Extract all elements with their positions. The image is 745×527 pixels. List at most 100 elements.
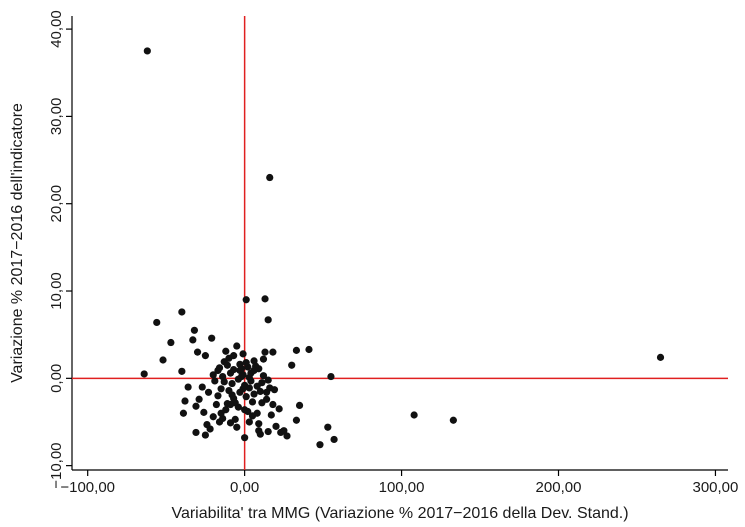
y-tick-label: 10,00 (48, 272, 65, 310)
data-point (250, 390, 258, 398)
ticks: −100,00 0,00 100,00 200,00 300,00 −10,00 0,00 1… (48, 10, 738, 496)
data-point (215, 364, 224, 372)
data-point (275, 405, 283, 413)
data-point (212, 400, 220, 409)
x-tick-label: −100,00 (60, 479, 115, 496)
data-point (269, 400, 277, 409)
data-point (245, 418, 253, 426)
data-point (178, 308, 186, 316)
x-tick-label: 100,00 (379, 479, 425, 496)
reference-lines (72, 16, 728, 470)
data-point (209, 413, 217, 421)
data-point (253, 409, 261, 417)
data-point (288, 361, 296, 369)
data-point (153, 318, 161, 327)
data-point (167, 338, 175, 347)
data-point (198, 383, 206, 391)
data-point (241, 381, 249, 389)
data-point (280, 427, 288, 435)
data-point (264, 427, 272, 436)
data-point (219, 372, 227, 381)
data-point (283, 432, 291, 440)
data-point (214, 392, 222, 400)
data-point (233, 342, 241, 350)
data-point (233, 423, 241, 431)
data-point (449, 416, 457, 424)
x-axis-title: Variabilita' tra MMG (Variazione % 2017−… (171, 505, 628, 522)
y-tick-label: 30,00 (48, 98, 65, 136)
data-point (215, 418, 224, 426)
data-point (264, 316, 272, 324)
data-point (656, 353, 665, 361)
data-point (242, 359, 250, 367)
data-point (242, 296, 250, 304)
data-point (266, 384, 274, 392)
data-point (204, 388, 213, 396)
data-point (248, 398, 257, 406)
y-tick-label: 20,00 (48, 185, 65, 223)
data-point (159, 356, 167, 364)
data-point (217, 409, 225, 417)
data-point (225, 386, 233, 395)
data-point (305, 345, 313, 354)
y-tick-label: 0,00 (48, 364, 65, 393)
data-point (211, 377, 219, 385)
data-point (266, 173, 274, 182)
data-point (264, 376, 272, 384)
data-point (250, 366, 258, 375)
data-point (295, 401, 304, 409)
data-point (410, 411, 418, 419)
data-point (230, 352, 238, 360)
data-point (190, 326, 199, 334)
data-points (140, 47, 665, 449)
data-point (200, 408, 208, 416)
data-point (209, 371, 217, 379)
data-point (292, 346, 301, 354)
data-point (203, 421, 211, 429)
data-point (181, 397, 189, 405)
data-point (236, 388, 244, 396)
data-point (259, 355, 268, 363)
data-point (237, 365, 246, 373)
data-point (201, 431, 209, 439)
data-point (193, 348, 202, 356)
data-point (272, 422, 280, 430)
y-axis-title: Variazione % 2017−2016 dell'indicatore (9, 103, 26, 383)
data-point (327, 372, 335, 381)
axes (71, 16, 728, 471)
data-point (192, 428, 200, 437)
data-point (179, 409, 188, 417)
data-point (217, 385, 225, 393)
data-point (330, 435, 338, 444)
data-point (231, 415, 239, 423)
data-point (316, 441, 324, 449)
data-point (192, 402, 200, 410)
data-point (258, 379, 266, 387)
data-point (208, 334, 216, 342)
data-point (234, 375, 242, 383)
data-point (228, 379, 236, 388)
data-point (140, 370, 148, 378)
data-point (195, 395, 203, 403)
data-point (143, 47, 151, 55)
data-point (178, 367, 186, 375)
x-tick-label: 0,00 (230, 479, 259, 496)
data-point (184, 383, 192, 391)
data-point (226, 400, 235, 409)
data-point (261, 348, 269, 356)
y-tick-label: −10,00 (48, 442, 65, 488)
data-point (201, 352, 209, 360)
y-tick-label: 40,00 (48, 10, 65, 48)
data-point (256, 430, 264, 438)
data-point (261, 295, 269, 303)
data-point (256, 387, 264, 396)
data-point (230, 365, 238, 374)
data-point (241, 406, 249, 414)
data-point (263, 395, 271, 403)
x-tick-label: 200,00 (536, 479, 582, 496)
data-point (241, 434, 249, 442)
x-tick-label: 300,00 (692, 479, 738, 496)
data-point (239, 350, 247, 358)
data-point (324, 423, 332, 431)
